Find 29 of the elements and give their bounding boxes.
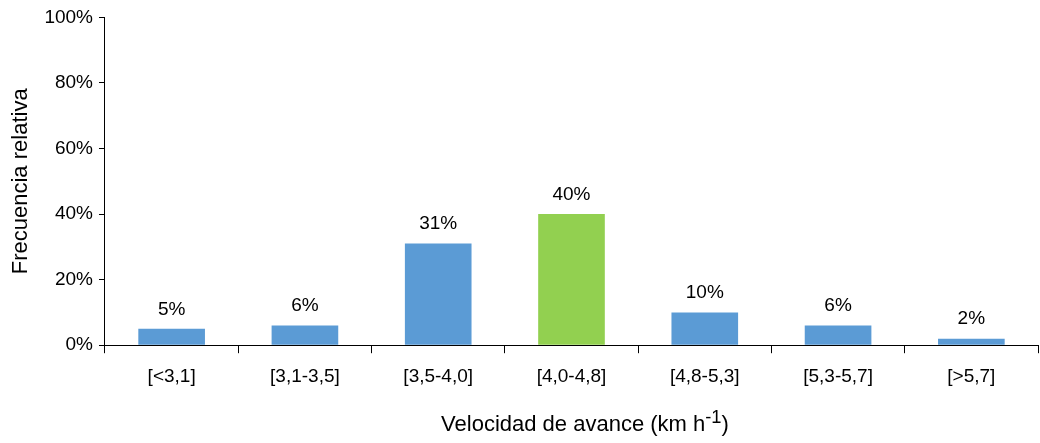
bar [804,325,872,345]
y-tick-label: 0% [65,333,94,355]
x-tick-label: [3,5-4,0] [403,364,474,386]
bar [938,338,1005,345]
x-tick-label: [4,8-5,3] [669,364,740,386]
y-tick-label: 100% [44,5,94,27]
bar [271,325,339,345]
data-label: 6% [291,294,319,316]
bar [138,328,205,345]
data-label: 31% [419,212,458,234]
bar [404,243,472,345]
data-label: 6% [824,294,852,316]
data-label: 2% [957,307,986,329]
y-tick-label: 40% [54,202,94,224]
y-tick-label: 80% [54,71,94,93]
bar [538,214,605,345]
y-tick-label: 60% [54,136,94,158]
y-axis-title: Frecuencia relativa [7,87,33,275]
data-label: 40% [552,182,591,204]
y-tick-label: 20% [54,267,94,289]
x-tick-label: [>5,7] [947,364,996,386]
data-label: 10% [685,281,724,303]
data-label: 5% [157,297,186,319]
x-axis-title: Velocidad de avance (km h$^{-1}$) [440,406,730,438]
x-tick-label: [<3,1] [147,364,196,386]
x-tick-label: [5,3-5,7] [803,364,873,386]
x-tick-label: [3,1-3,5] [270,364,340,386]
x-tick-label: [4,0-4,8] [536,364,607,386]
bar [671,312,739,345]
